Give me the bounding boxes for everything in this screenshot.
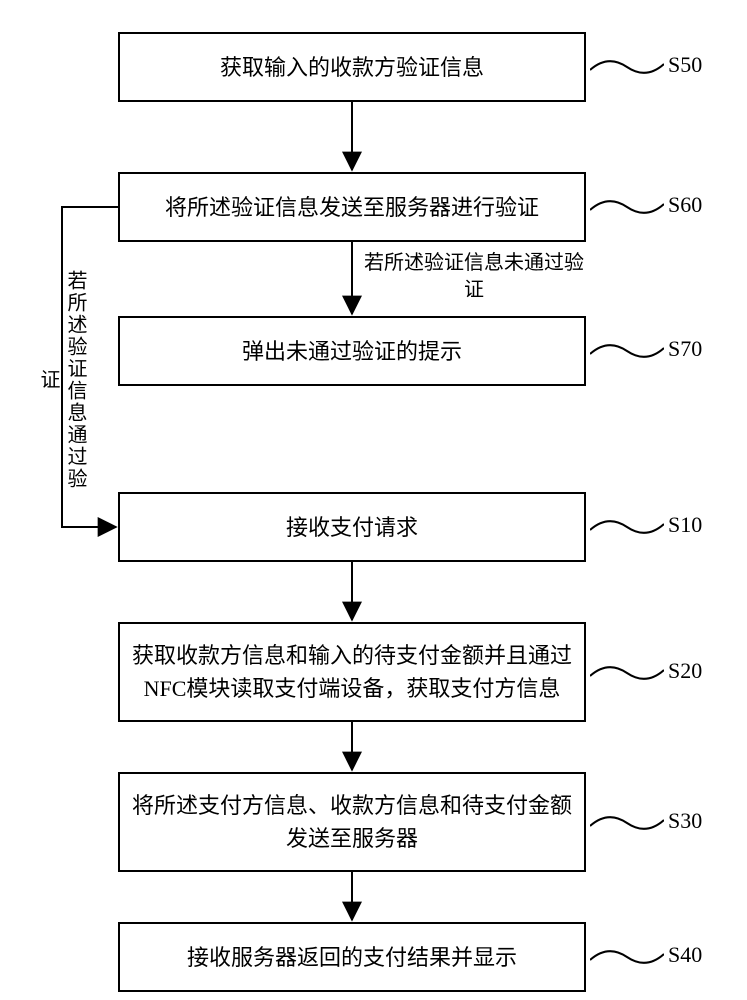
edge-e2-label: 若所述验证信息未通过验证 bbox=[364, 250, 584, 304]
node-s40: 接收服务器返回的支付结果并显示 bbox=[118, 922, 586, 992]
tilde-s10 bbox=[590, 518, 664, 536]
tilde-s20 bbox=[590, 664, 664, 682]
label-s20: S20 bbox=[668, 658, 702, 684]
node-s20: 获取收款方信息和输入的待支付金额并且通过NFC模块读取支付端设备，获取支付方信息 bbox=[118, 622, 586, 722]
label-s10: S10 bbox=[668, 512, 702, 538]
node-s40-text: 接收服务器返回的支付结果并显示 bbox=[187, 941, 517, 974]
tilde-s60 bbox=[590, 198, 664, 216]
edge-e3-label: 若所述验证信息通过验证 bbox=[34, 270, 88, 490]
node-s10: 接收支付请求 bbox=[118, 492, 586, 562]
label-s40: S40 bbox=[668, 942, 702, 968]
label-s50: S50 bbox=[668, 52, 702, 78]
label-s30: S30 bbox=[668, 808, 702, 834]
node-s50-text: 获取输入的收款方验证信息 bbox=[220, 51, 484, 84]
node-s70: 弹出未通过验证的提示 bbox=[118, 316, 586, 386]
node-s50: 获取输入的收款方验证信息 bbox=[118, 32, 586, 102]
tilde-s30 bbox=[590, 814, 664, 832]
label-s60: S60 bbox=[668, 192, 702, 218]
tilde-s70 bbox=[590, 342, 664, 360]
node-s30-text: 将所述支付方信息、收款方信息和待支付金额发送至服务器 bbox=[130, 789, 574, 855]
node-s20-text: 获取收款方信息和输入的待支付金额并且通过NFC模块读取支付端设备，获取支付方信息 bbox=[130, 639, 574, 705]
tilde-s50 bbox=[590, 58, 664, 76]
label-s70: S70 bbox=[668, 336, 702, 362]
node-s60-text: 将所述验证信息发送至服务器进行验证 bbox=[165, 191, 539, 224]
node-s10-text: 接收支付请求 bbox=[286, 511, 418, 544]
flowchart-canvas: 获取输入的收款方验证信息 将所述验证信息发送至服务器进行验证 弹出未通过验证的提… bbox=[0, 0, 747, 1000]
tilde-s40 bbox=[590, 948, 664, 966]
node-s30: 将所述支付方信息、收款方信息和待支付金额发送至服务器 bbox=[118, 772, 586, 872]
node-s70-text: 弹出未通过验证的提示 bbox=[242, 335, 462, 368]
node-s60: 将所述验证信息发送至服务器进行验证 bbox=[118, 172, 586, 242]
